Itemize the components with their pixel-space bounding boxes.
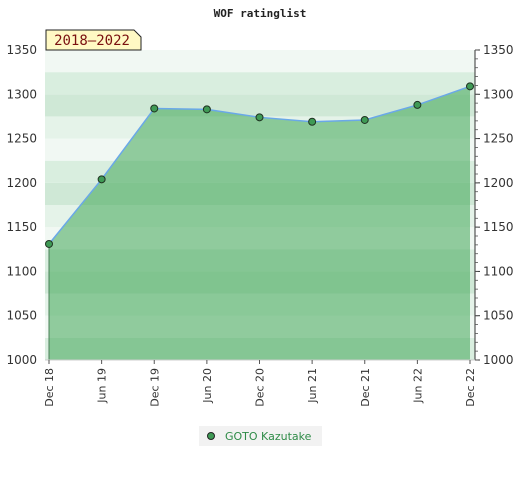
data-point[interactable] — [466, 82, 474, 91]
x-tick-label: Dec 18 — [43, 368, 56, 407]
legend-box — [199, 426, 322, 446]
y-axis-right: 1000 1050 1100 1150 1200 1250 1300 1350 — [475, 43, 514, 367]
data-point[interactable] — [97, 175, 106, 184]
y-tick-label-right: 1350 — [483, 43, 514, 57]
y-tick-label-left: 1200 — [6, 176, 37, 190]
data-point[interactable] — [255, 113, 264, 122]
y-tick-label-right: 1000 — [483, 353, 514, 367]
x-axis: Dec 18 Jun 19 Dec 19 Jun 20 Dec 20 Jun 21 Dec … — [43, 360, 477, 407]
y-tick-label-left: 1050 — [6, 309, 37, 323]
legend-marker — [207, 432, 215, 440]
data-point[interactable] — [202, 105, 211, 114]
period-badge-label: 2018–2022 — [54, 33, 130, 49]
x-tick-label: Dec 22 — [464, 368, 477, 407]
data-point[interactable] — [45, 239, 53, 248]
data-points — [45, 82, 474, 248]
period-badge-box — [45, 29, 142, 51]
data-point[interactable] — [360, 115, 369, 124]
y-tick-label-left: 1350 — [6, 43, 37, 57]
x-tick-label: Jun 20 — [201, 368, 214, 404]
period-badge: 2018–2022 — [45, 29, 142, 51]
y-tick-label-right: 1150 — [483, 220, 514, 234]
y-tick-label-left: 1100 — [6, 264, 37, 278]
background-band — [45, 50, 475, 73]
y-tick-label-right: 1050 — [483, 309, 514, 323]
x-tick-label: Dec 21 — [359, 368, 372, 407]
area-fill — [49, 86, 470, 361]
chart-title: WOF ratinglist — [214, 7, 307, 20]
x-tick-label: Dec 20 — [254, 368, 267, 407]
y-tick-label-left: 1250 — [6, 132, 37, 146]
y-tick-label-left: 1300 — [6, 87, 37, 101]
data-point[interactable] — [150, 104, 159, 113]
x-tick-label: Jun 19 — [96, 368, 109, 404]
y-tick-label-right: 1200 — [483, 176, 514, 190]
y-tick-label-right: 1100 — [483, 264, 514, 278]
data-point[interactable] — [413, 100, 422, 109]
background-band — [45, 72, 475, 95]
y-tick-label-right: 1300 — [483, 87, 514, 101]
y-tick-label-left: 1000 — [6, 353, 37, 367]
x-tick-label: Dec 19 — [148, 368, 161, 407]
legend[interactable]: GOTO Kazutake — [199, 426, 322, 446]
data-point[interactable] — [308, 117, 317, 126]
legend-label: GOTO Kazutake — [225, 430, 312, 443]
y-tick-label-right: 1250 — [483, 132, 514, 146]
y-tick-label-left: 1150 — [6, 220, 37, 234]
y-axis-left: 1000 1050 1100 1150 1200 1250 1300 1350 — [6, 43, 37, 367]
x-tick-label: Jun 22 — [411, 368, 424, 404]
x-tick-label: Jun 21 — [306, 368, 319, 404]
